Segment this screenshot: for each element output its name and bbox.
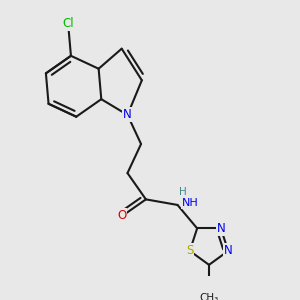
Text: NH: NH — [182, 198, 199, 208]
Text: N: N — [123, 108, 132, 122]
Text: CH₃: CH₃ — [200, 293, 219, 300]
Text: H: H — [179, 187, 187, 197]
Text: N: N — [224, 244, 233, 257]
Text: O: O — [117, 208, 127, 222]
Text: S: S — [186, 244, 194, 257]
Text: N: N — [217, 222, 225, 235]
Text: Cl: Cl — [62, 17, 74, 30]
